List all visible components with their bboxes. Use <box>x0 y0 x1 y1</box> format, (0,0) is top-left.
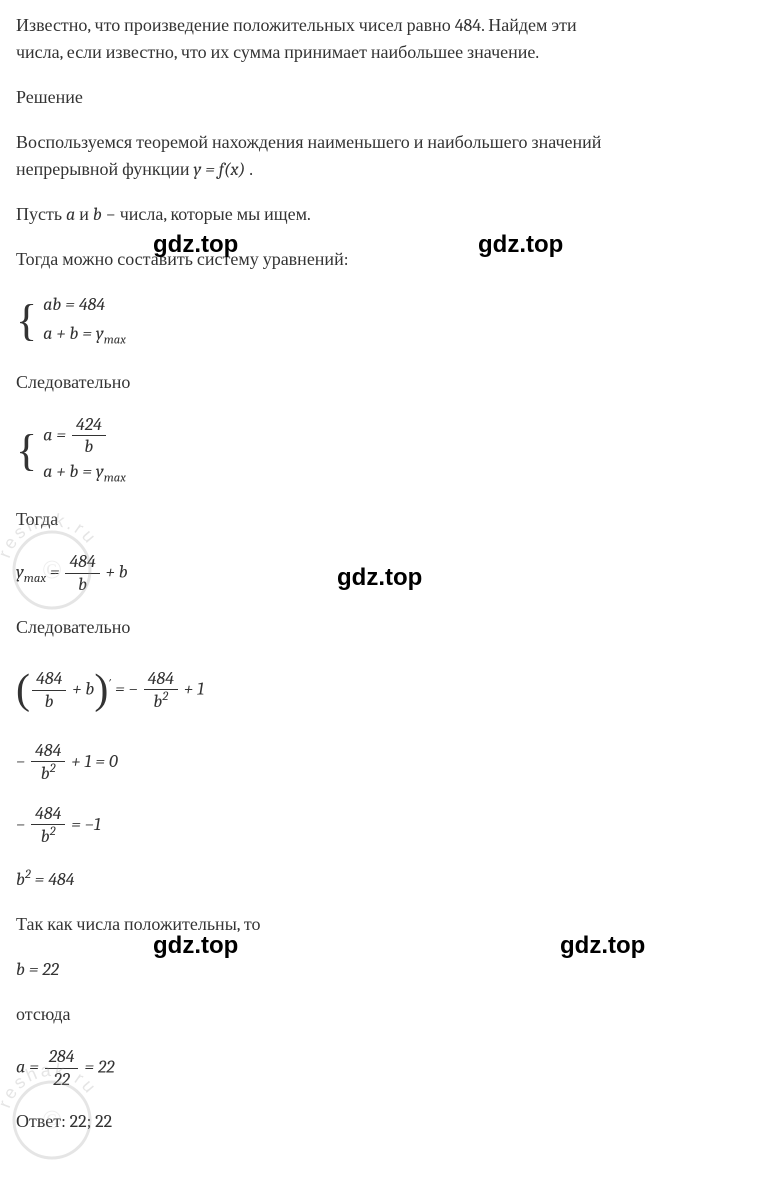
deriv-num2: 484 <box>144 668 178 691</box>
problem-line2: числа, если известно, что их сумма прини… <box>16 42 539 63</box>
eq-zero: − 484 b2 + 1 = 0 <box>16 740 761 785</box>
s2e2-lhs: a + b <box>43 461 78 482</box>
eqz-den: b2 <box>37 762 60 785</box>
ymax-plusb: + b <box>106 562 128 583</box>
s1e1-rhs: 484 <box>79 294 105 315</box>
bsq-rest: = 484 <box>31 869 75 890</box>
aval-eq: = <box>25 1056 42 1077</box>
answer-label: Ответ: <box>16 1111 70 1132</box>
aval-frac: 284 22 <box>45 1046 79 1090</box>
system2-eq2: a + b = ymax <box>43 458 126 489</box>
a-value: a = 284 22 = 22 <box>16 1046 761 1090</box>
eqn1-den-sup: 2 <box>50 825 56 839</box>
eqz-frac: 484 b2 <box>31 740 65 785</box>
eqn1-den: b2 <box>37 825 60 848</box>
eqn1-minus: − <box>16 814 25 835</box>
s2e2-sub: max <box>104 471 126 485</box>
then-system-label: Тогда можно составить систему уравнений: <box>16 246 761 273</box>
brace-icon: { <box>16 301 37 341</box>
let-prefix: Пусть <box>16 204 66 225</box>
ymax-den: b <box>74 574 91 596</box>
var-a: a <box>66 204 75 225</box>
ymax-sub: max <box>24 572 46 586</box>
deriv-den2-sup: 2 <box>162 690 168 704</box>
aval-num: 284 <box>45 1046 79 1069</box>
s2e2-y: y <box>96 461 104 482</box>
theorem-line2-prefix: непрерывной функции <box>16 159 194 180</box>
answer-value: 22; 22 <box>70 1111 113 1132</box>
rparen-icon: ) <box>94 667 108 713</box>
b-squared: b2 = 484 <box>16 866 761 893</box>
s2e1-num: 424 <box>72 414 106 437</box>
problem-statement: Известно, что произведение положительных… <box>16 12 761 66</box>
ymax-frac: 484 b <box>65 551 99 595</box>
eqn1-frac: 484 b2 <box>31 803 65 848</box>
deriv-plus1: + 1 <box>184 678 204 699</box>
deriv-den2-base: b <box>153 691 162 712</box>
ymax-num: 484 <box>65 551 99 574</box>
s2e1-frac: 424 b <box>72 414 106 458</box>
eqn1-num: 484 <box>31 803 65 826</box>
system-1-lines: ab = 484 a + b = ymax <box>43 291 126 351</box>
s2e1-lhs: a <box>43 424 52 445</box>
deriv-den1: b <box>41 691 58 713</box>
system-1: { ab = 484 a + b = ymax <box>16 291 761 351</box>
system2-eq1: a = 424 b <box>43 414 126 458</box>
s2e1-den: b <box>80 436 97 458</box>
then-label: Тогда <box>16 506 761 533</box>
s1e2-lhs: a + b <box>43 323 78 344</box>
eqn1-den-base: b <box>41 826 50 847</box>
let-and: и <box>75 204 93 225</box>
theorem-math: y = f(x) <box>194 159 246 180</box>
ymax-equation: ymax = 484 b + b <box>16 551 761 595</box>
deriv-frac2: 484 b2 <box>144 668 178 713</box>
deriv-plusb: + b <box>72 678 94 699</box>
positive-note: Так как числа положительны, то <box>16 911 761 938</box>
derivative-equation: ( 484 b + b)′ = − 484 b2 + 1 <box>16 659 761 722</box>
aval-rest: = 22 <box>80 1056 114 1077</box>
aval-a: a <box>16 1056 25 1077</box>
s1e2-sub: max <box>104 333 126 347</box>
ymax-y: y <box>16 562 24 583</box>
bsq-b: b <box>16 869 25 890</box>
deriv-num1: 484 <box>32 668 66 691</box>
var-b: b <box>93 204 102 225</box>
deriv-frac1: 484 b <box>32 668 66 712</box>
system1-eq1: ab = 484 <box>43 291 126 320</box>
eqz-minus: − <box>16 750 25 771</box>
brace-icon-2: { <box>16 431 37 471</box>
theorem-line1: Воспользуемся теоремой нахождения наимен… <box>16 132 601 153</box>
s1e1-lhs: ab <box>43 294 61 315</box>
system-2: { a = 424 b a + b = ymax <box>16 414 761 489</box>
deriv-eq: = − <box>111 678 138 699</box>
let-variables: Пусть a и b − числа, которые мы ищем. <box>16 201 761 228</box>
eq-neg1: − 484 b2 = −1 <box>16 803 761 848</box>
eqz-den-base: b <box>41 763 50 784</box>
system1-eq2: a + b = ymax <box>43 320 126 351</box>
lparen-icon: ( <box>16 667 30 713</box>
solution-label: Решение <box>16 84 761 111</box>
eqz-num: 484 <box>31 740 65 763</box>
deriv-den2: b2 <box>149 690 172 713</box>
answer: Ответ: 22; 22 <box>16 1108 761 1135</box>
consequently-1: Следовательно <box>16 369 761 396</box>
b-value: b = 22 <box>16 956 761 983</box>
consequently-2: Следовательно <box>16 614 761 641</box>
theorem-text: Воспользуемся теоремой нахождения наимен… <box>16 129 761 183</box>
eqz-rest: + 1 = 0 <box>71 750 118 771</box>
eqz-den-sup: 2 <box>50 762 56 776</box>
aval-den: 22 <box>49 1069 74 1091</box>
s1e2-y: y <box>96 323 104 344</box>
hence-label: отсюда <box>16 1001 761 1028</box>
theorem-line2-suffix: . <box>245 159 253 180</box>
let-suffix: − числа, которые мы ищем. <box>102 204 311 225</box>
eqn1-rest: = −1 <box>71 814 101 835</box>
system-2-lines: a = 424 b a + b = ymax <box>43 414 126 489</box>
problem-line1: Известно, что произведение положительных… <box>16 15 577 36</box>
